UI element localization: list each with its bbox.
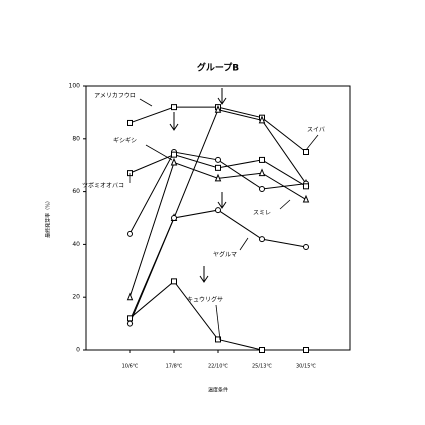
- leader-line: [215, 304, 221, 341]
- series-label: ヤグルマ: [213, 251, 237, 259]
- series-line: [129, 161, 307, 298]
- y-tick-label: 40: [72, 241, 80, 248]
- x-tick-label: 25/13℃: [252, 364, 272, 370]
- point: [303, 183, 309, 190]
- point: [303, 347, 309, 353]
- y-tick-label: 20: [72, 294, 80, 301]
- x-tick-label: 30/15℃: [296, 364, 316, 370]
- series-line: [129, 151, 307, 235]
- y-tick-label: 60: [72, 188, 80, 195]
- point: [215, 336, 221, 343]
- point: [215, 156, 221, 163]
- point: [127, 230, 133, 237]
- x-tick-label: 22/10℃: [208, 364, 228, 370]
- point: [258, 168, 266, 177]
- y-tick-label: 100: [69, 83, 81, 90]
- point: [214, 173, 222, 182]
- chart-title: グループB: [197, 62, 239, 74]
- series-label: スイバ: [307, 127, 325, 134]
- point: [302, 194, 310, 203]
- point: [170, 157, 178, 166]
- point: [127, 320, 133, 327]
- point: [127, 315, 133, 322]
- point: [303, 149, 309, 155]
- point: [258, 115, 266, 124]
- point: [171, 278, 177, 285]
- series-line: [129, 209, 307, 324]
- point: [171, 215, 177, 221]
- x-axis-label: 温度条件: [208, 387, 228, 394]
- series-label: キュウリグサ: [187, 296, 223, 304]
- point: [215, 207, 221, 214]
- y-tick-label: 80: [72, 135, 80, 142]
- point: [127, 119, 133, 126]
- point: [126, 292, 134, 301]
- point: [171, 151, 177, 158]
- point: [214, 104, 222, 113]
- leader-line: [139, 98, 153, 107]
- series-label: スミレ: [253, 210, 271, 217]
- y-tick-label: 0: [76, 347, 80, 354]
- series-label: ギシギシ: [113, 138, 137, 145]
- series-label: ツボミオオバコ: [82, 182, 124, 190]
- point: [259, 156, 265, 163]
- point: [303, 244, 309, 251]
- leader-line: [305, 134, 319, 151]
- point: [215, 164, 221, 171]
- x-tick-label: 17/8℃: [166, 364, 183, 370]
- x-tick-label: 10/6℃: [122, 364, 139, 370]
- leader-line: [279, 199, 291, 210]
- leader-line: [145, 144, 173, 161]
- point: [259, 236, 265, 243]
- point: [259, 347, 265, 353]
- point: [171, 104, 177, 111]
- y-axis-label: 最終発芽率（%）: [45, 198, 52, 238]
- point: [259, 185, 265, 192]
- leader-line: [239, 237, 249, 251]
- arrows: [169, 88, 227, 283]
- series-label: アメリカフウロ: [94, 92, 136, 100]
